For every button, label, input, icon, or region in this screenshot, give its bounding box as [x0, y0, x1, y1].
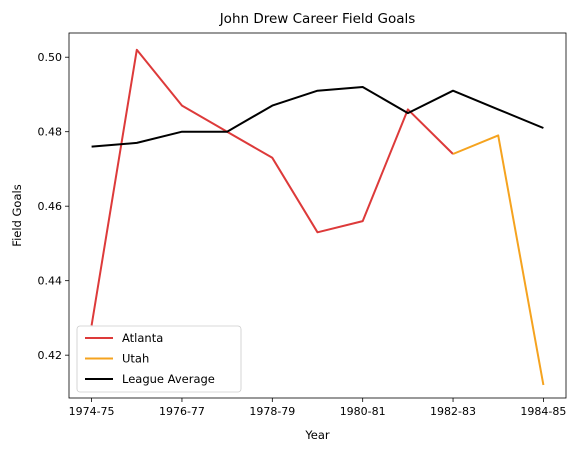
- legend-box: [76, 325, 242, 393]
- x-tick-label: 1976-77: [159, 405, 205, 418]
- y-tick-label: 0.46: [38, 200, 63, 213]
- y-tick-label: 0.42: [38, 349, 63, 362]
- x-tick-label: 1984-85: [520, 405, 566, 418]
- x-tick-label: 1974-75: [69, 405, 115, 418]
- x-tick-label: 1980-81: [340, 405, 386, 418]
- series-line-atlanta: [90, 48, 454, 326]
- legend-label: Atlanta: [122, 331, 163, 345]
- y-tick-label: 0.44: [38, 275, 63, 288]
- series-line-league-average: [91, 86, 544, 148]
- x-tick-label: 1978-79: [249, 405, 295, 418]
- x-tick-label: 1982-83: [430, 405, 476, 418]
- y-tick-label: 0.50: [38, 51, 63, 64]
- series-line-utah: [452, 134, 545, 386]
- legend-label: League Average: [122, 372, 215, 386]
- legend-label: Utah: [122, 352, 149, 366]
- x-axis-label: Year: [304, 428, 330, 442]
- chart-title: John Drew Career Field Goals: [219, 11, 416, 27]
- y-tick-label: 0.48: [38, 126, 63, 139]
- plot-frame: [68, 32, 567, 399]
- plot-area: 1974-75 1976-77 1978-79 1980-81 1982-83 1984-…: [38, 32, 567, 418]
- legend: Atlanta Utah League Average: [76, 325, 242, 393]
- y-axis-label: Field Goals: [10, 184, 24, 246]
